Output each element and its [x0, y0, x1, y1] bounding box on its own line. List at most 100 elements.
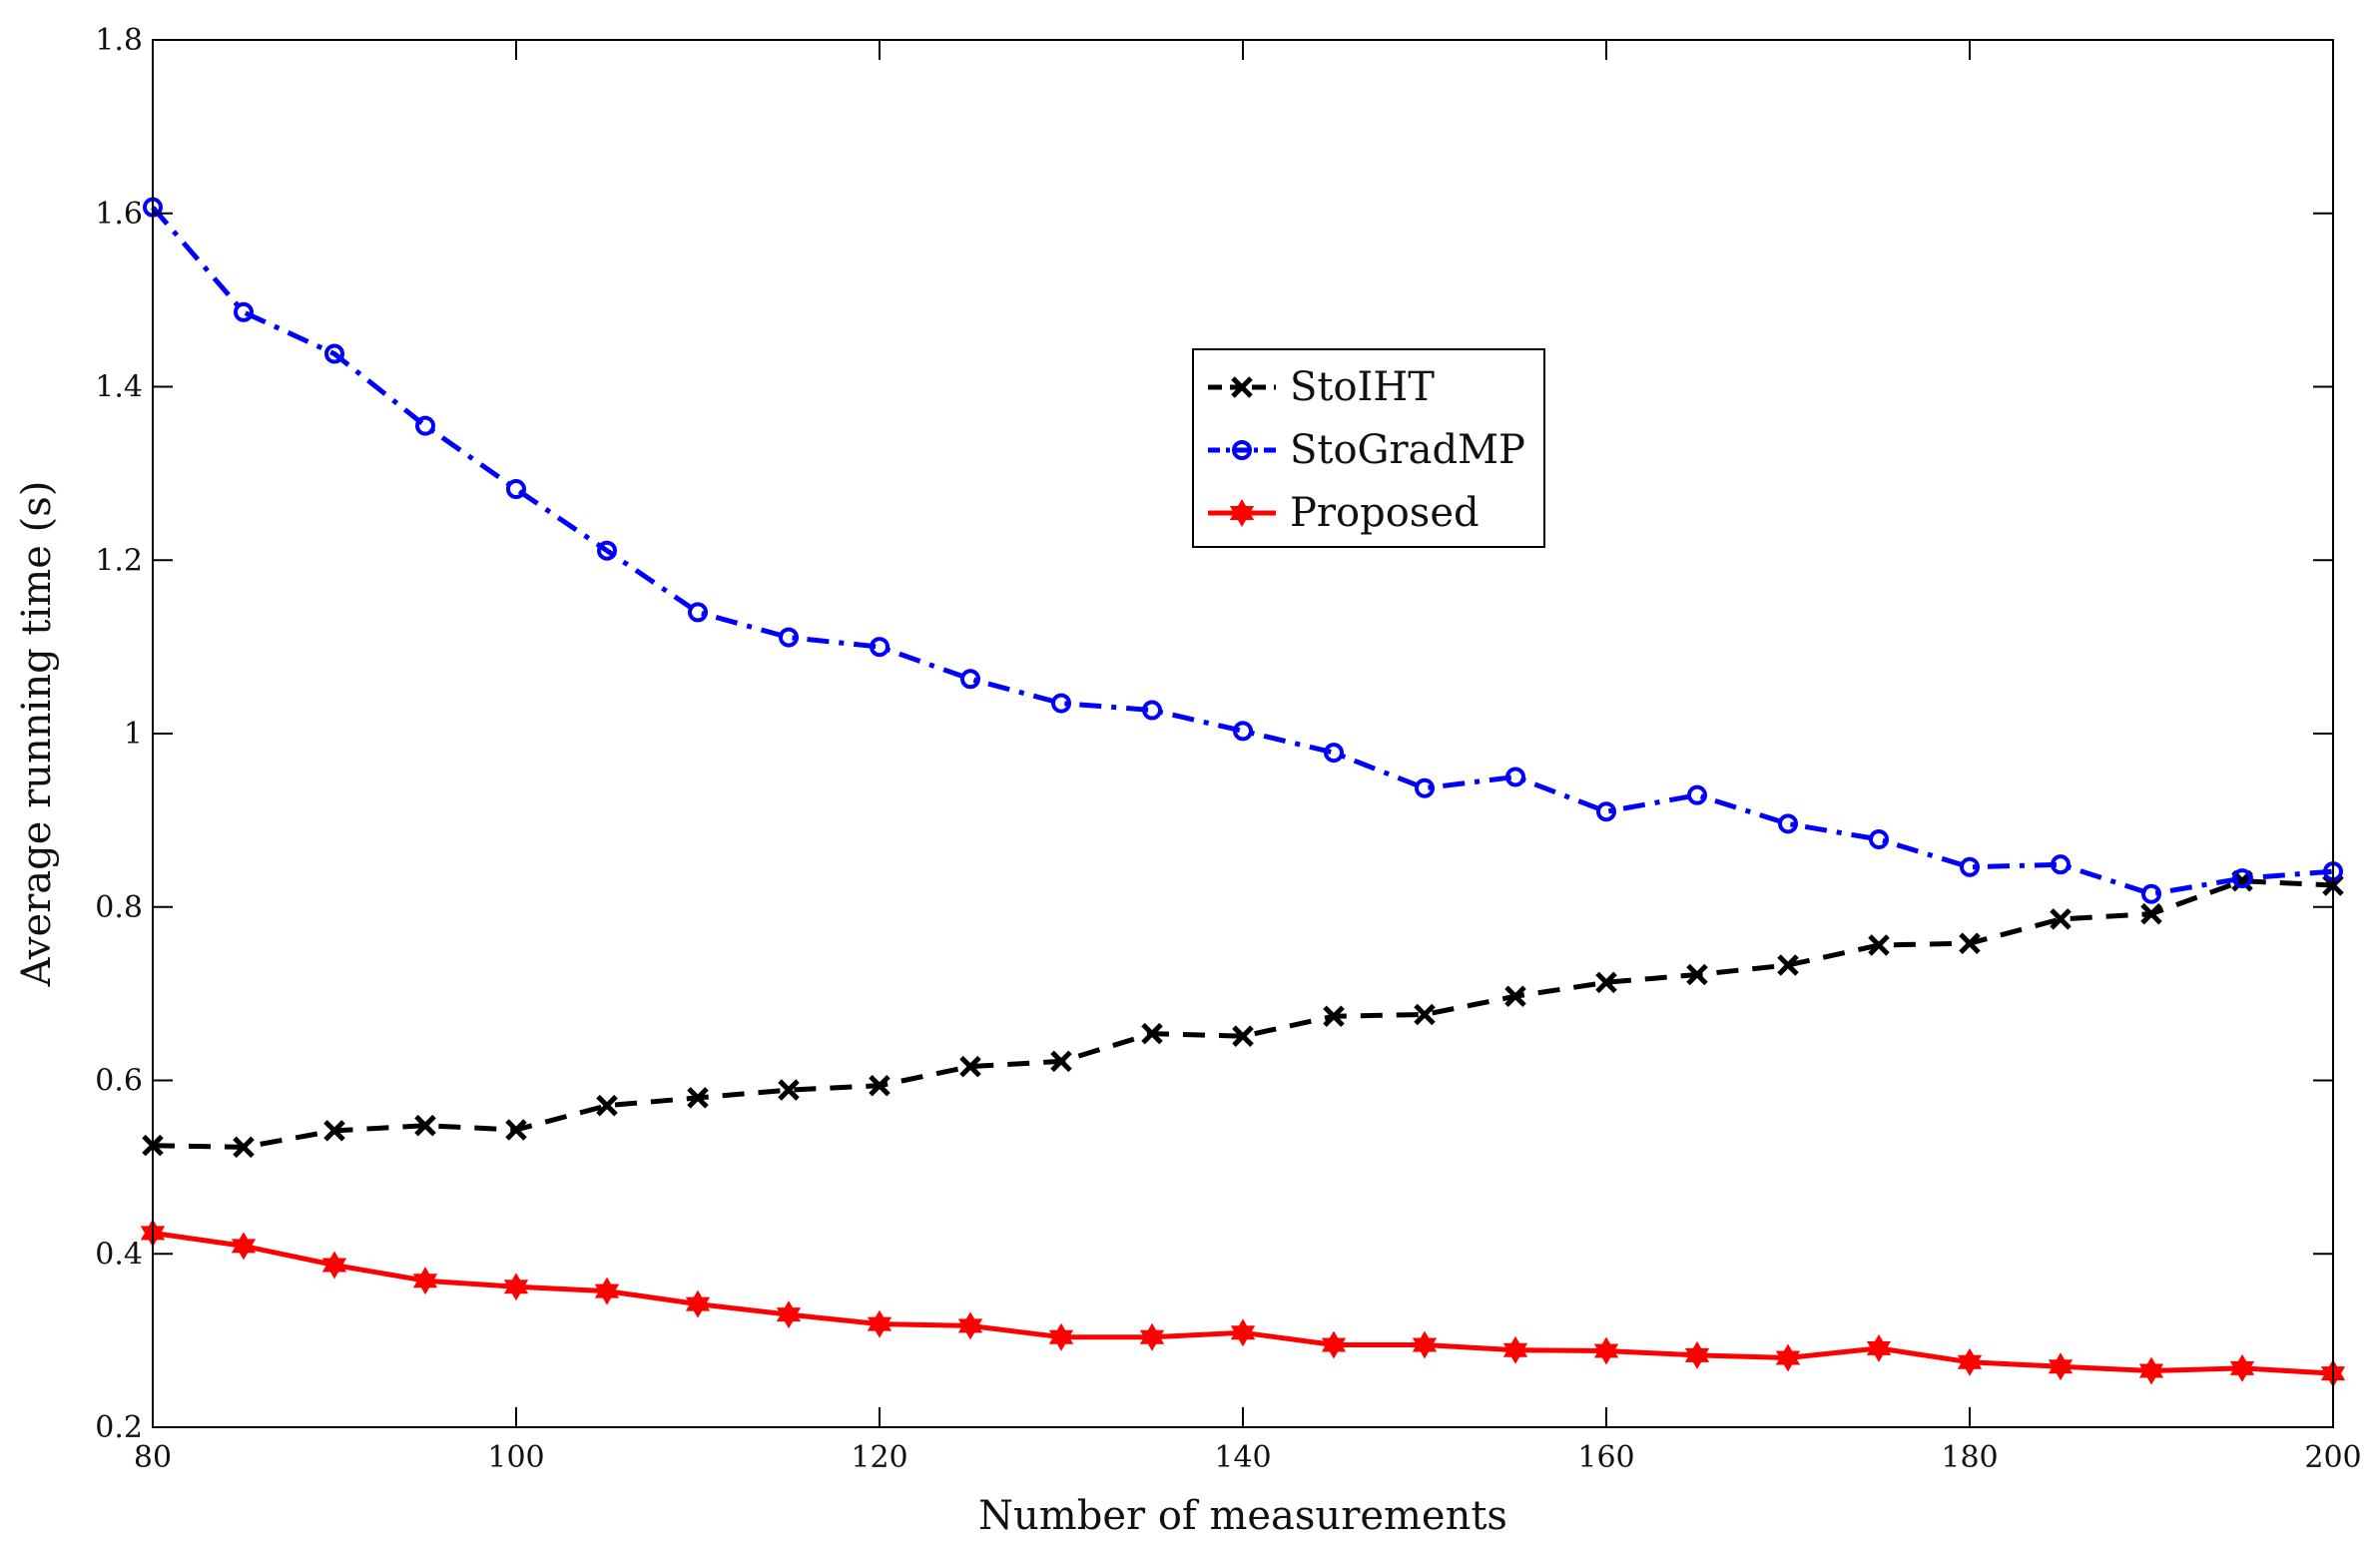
data-point-proposed — [1957, 1347, 1983, 1376]
data-point-stogradmp — [324, 343, 344, 364]
data-point-proposed — [1684, 1340, 1710, 1369]
data-point-stoiht — [414, 1114, 436, 1137]
y-tick-label: 1.8 — [95, 23, 143, 58]
data-point-stogradmp — [1869, 828, 1889, 849]
data-point-stogradmp — [779, 627, 799, 648]
data-point-stogradmp — [2232, 868, 2252, 889]
data-point-stogradmp — [1687, 784, 1707, 805]
data-point-stogradmp — [1051, 693, 1071, 714]
data-point-stogradmp — [2141, 883, 2161, 904]
data-point-stogradmp — [1596, 801, 1616, 822]
y-tick-label: 1.2 — [95, 543, 143, 578]
data-point-stogradmp — [234, 301, 254, 322]
legend-label: StoGradMP — [1290, 427, 1525, 473]
data-point-proposed — [2229, 1353, 2255, 1382]
axes-box — [152, 39, 2334, 1428]
data-point-proposed — [1048, 1322, 1074, 1351]
y-tick-label: 0.4 — [95, 1237, 143, 1272]
y-tick-label: 1 — [124, 717, 143, 752]
data-point-proposed — [1775, 1343, 1801, 1372]
data-point-stoiht — [596, 1094, 618, 1117]
data-point-stogradmp — [415, 415, 435, 436]
x-tick-label: 140 — [1214, 1440, 1271, 1475]
data-point-stogradmp — [870, 637, 890, 658]
y-tick-label: 0.8 — [95, 890, 143, 925]
legend-entry-stogradmp: StoGradMP — [1208, 427, 1525, 473]
data-point-proposed — [776, 1300, 802, 1329]
data-point-proposed — [1866, 1333, 1892, 1362]
data-point-proposed — [503, 1273, 529, 1301]
data-point-stoiht — [959, 1055, 981, 1078]
legend-entry-stoiht: StoIHT — [1208, 364, 1435, 410]
legend-entry-proposed: Proposed — [1208, 490, 1480, 536]
data-point-stoiht — [1595, 971, 1617, 994]
x-tick-label: 200 — [2304, 1440, 2361, 1475]
data-point-stoiht — [2050, 908, 2072, 930]
legend: StoIHT StoGradMP Proposed — [1192, 348, 1545, 548]
data-point-proposed — [1412, 1330, 1438, 1359]
x-tick-label: 100 — [487, 1440, 544, 1475]
y-tick-label: 0.6 — [95, 1064, 143, 1099]
data-point-stoiht — [687, 1087, 709, 1109]
data-point-proposed — [1593, 1336, 1619, 1365]
data-point-stogradmp — [1960, 856, 1980, 877]
data-point-stoiht — [1050, 1050, 1072, 1073]
legend-label: StoIHT — [1290, 364, 1435, 410]
data-point-stogradmp — [688, 602, 708, 623]
data-point-stogradmp — [1415, 777, 1435, 798]
data-point-stoiht — [869, 1074, 891, 1097]
x-axis-title: Number of measurements — [978, 1493, 1507, 1539]
data-point-stoiht — [323, 1120, 345, 1142]
data-point-stoiht — [1414, 1003, 1436, 1026]
data-point-proposed — [231, 1232, 257, 1261]
data-point-stogradmp — [1233, 721, 1253, 742]
plot-area — [153, 40, 2333, 1427]
data-point-stoiht — [1868, 934, 1890, 956]
data-point-stogradmp — [597, 540, 617, 561]
x-tick-label: 120 — [851, 1440, 907, 1475]
data-point-stoiht — [1777, 954, 1799, 976]
data-point-proposed — [412, 1267, 438, 1295]
data-point-stoiht — [1686, 963, 1708, 986]
data-point-proposed — [1230, 1318, 1256, 1347]
y-tick-label: 0.2 — [95, 1410, 143, 1445]
data-point-proposed — [2138, 1356, 2164, 1385]
data-point-stogradmp — [1778, 813, 1798, 834]
data-point-stoiht — [1959, 932, 1981, 955]
legend-marker — [1232, 440, 1252, 460]
data-point-proposed — [1502, 1335, 1528, 1364]
series-proposed — [140, 1219, 2346, 1388]
data-point-stogradmp — [1142, 700, 1162, 721]
legend-marker — [1231, 376, 1253, 398]
data-point-proposed — [1139, 1322, 1165, 1351]
data-point-stoiht — [505, 1119, 527, 1141]
series-layer — [140, 197, 2346, 1388]
x-tick-label: 80 — [134, 1440, 172, 1475]
series-stoiht — [142, 869, 2344, 1159]
data-point-stoiht — [1323, 1005, 1345, 1027]
data-point-stoiht — [778, 1079, 800, 1101]
data-point-stogradmp — [1324, 743, 1344, 764]
y-axis-title: Average running time (s) — [14, 481, 60, 988]
data-point-proposed — [685, 1289, 711, 1318]
data-point-proposed — [594, 1277, 620, 1305]
data-point-proposed — [867, 1309, 892, 1338]
data-point-proposed — [957, 1311, 983, 1340]
legend-entries: StoIHT StoGradMP Proposed — [1208, 364, 1525, 536]
data-point-stogradmp — [2051, 854, 2071, 875]
data-point-proposed — [2048, 1352, 2074, 1381]
data-point-stogradmp — [506, 479, 526, 500]
data-point-stogradmp — [960, 669, 980, 690]
data-point-stoiht — [1232, 1025, 1254, 1047]
legend-label: Proposed — [1290, 490, 1480, 536]
tick-layer: 80 100 120 140 160 180 200 0.2 0.4 0.6 0.8 1 1.2 1.4 1… — [95, 23, 2361, 1475]
data-point-stogradmp — [1505, 767, 1525, 787]
data-point-stoiht — [1504, 985, 1526, 1007]
y-tick-label: 1.4 — [95, 370, 143, 405]
y-tick-label: 1.6 — [95, 197, 143, 232]
data-point-proposed — [321, 1251, 347, 1280]
x-tick-label: 160 — [1577, 1440, 1634, 1475]
data-point-stoiht — [233, 1136, 255, 1159]
legend-marker — [1229, 499, 1255, 527]
